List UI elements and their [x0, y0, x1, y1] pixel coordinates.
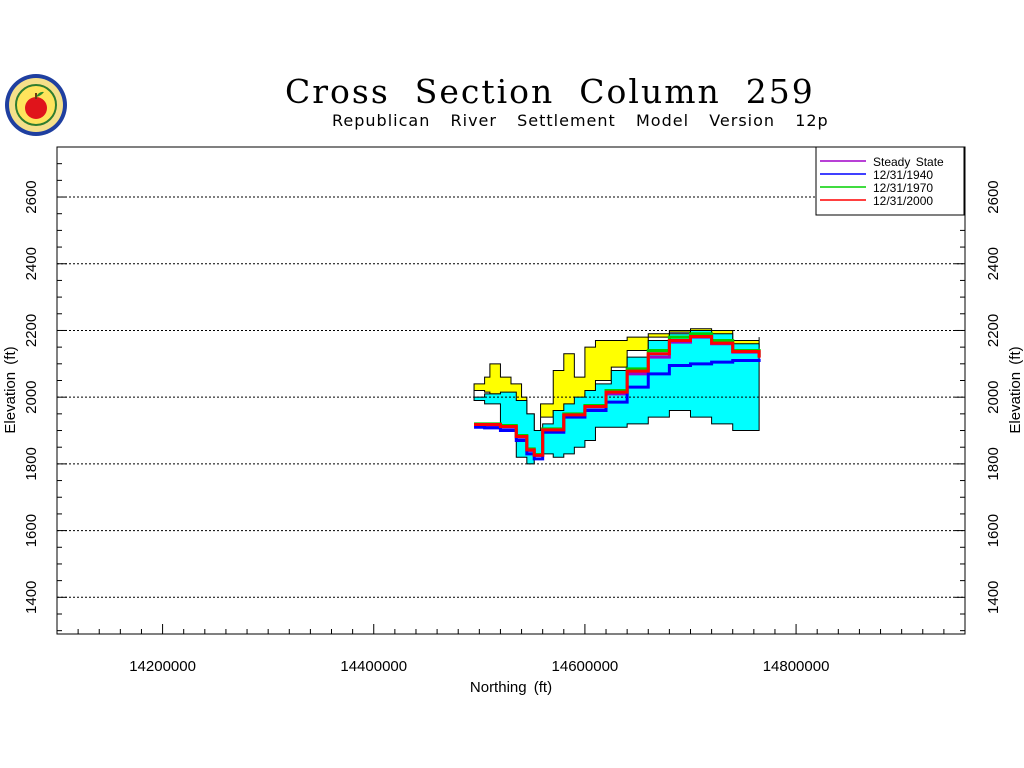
- legend-label-1: 12/31/1940: [873, 168, 933, 182]
- legend-label-2: 12/31/1970: [873, 181, 933, 195]
- y-tick-label-left: 2600: [23, 180, 40, 213]
- legend-box: [815, 146, 965, 216]
- y-tick-label-left: 2000: [23, 380, 40, 413]
- x-tick-label: 14800000: [763, 658, 830, 675]
- y-axis-label-right: Elevation (ft): [1007, 346, 1024, 433]
- y-tick-label-left: 2400: [23, 247, 40, 280]
- y-tick-label-right: 2200: [985, 314, 1002, 347]
- y-tick-label-left: 1800: [23, 447, 40, 480]
- y-tick-label-right: 1600: [985, 514, 1002, 547]
- y-tick-label-right: 2000: [985, 380, 1002, 413]
- y-axis-label-left: Elevation (ft): [2, 346, 19, 433]
- y-tick-label-right: 1400: [985, 581, 1002, 614]
- legend-label-3: 12/31/2000: [873, 194, 933, 208]
- x-tick-label: 14400000: [340, 658, 407, 675]
- y-tick-label-right: 2400: [985, 247, 1002, 280]
- legend-label-0: Steady State: [873, 155, 944, 169]
- y-tick-label-right: 1800: [985, 447, 1002, 480]
- chart-subtitle: Republican River Settlement Model Versio…: [332, 111, 829, 130]
- agency-seal-logo: [3, 72, 69, 142]
- y-tick-label-left: 1400: [23, 581, 40, 614]
- series-line-3: [474, 334, 761, 457]
- y-tick-label-right: 2600: [985, 180, 1002, 213]
- x-tick-label: 14200000: [129, 658, 196, 675]
- plot-frame: [56, 146, 966, 635]
- chart-title: Cross Section Column 259: [285, 72, 815, 111]
- x-tick-label: 14600000: [552, 658, 619, 675]
- x-axis-label: Northing (ft): [470, 679, 552, 696]
- y-tick-label-left: 1600: [23, 514, 40, 547]
- y-tick-label-left: 2200: [23, 314, 40, 347]
